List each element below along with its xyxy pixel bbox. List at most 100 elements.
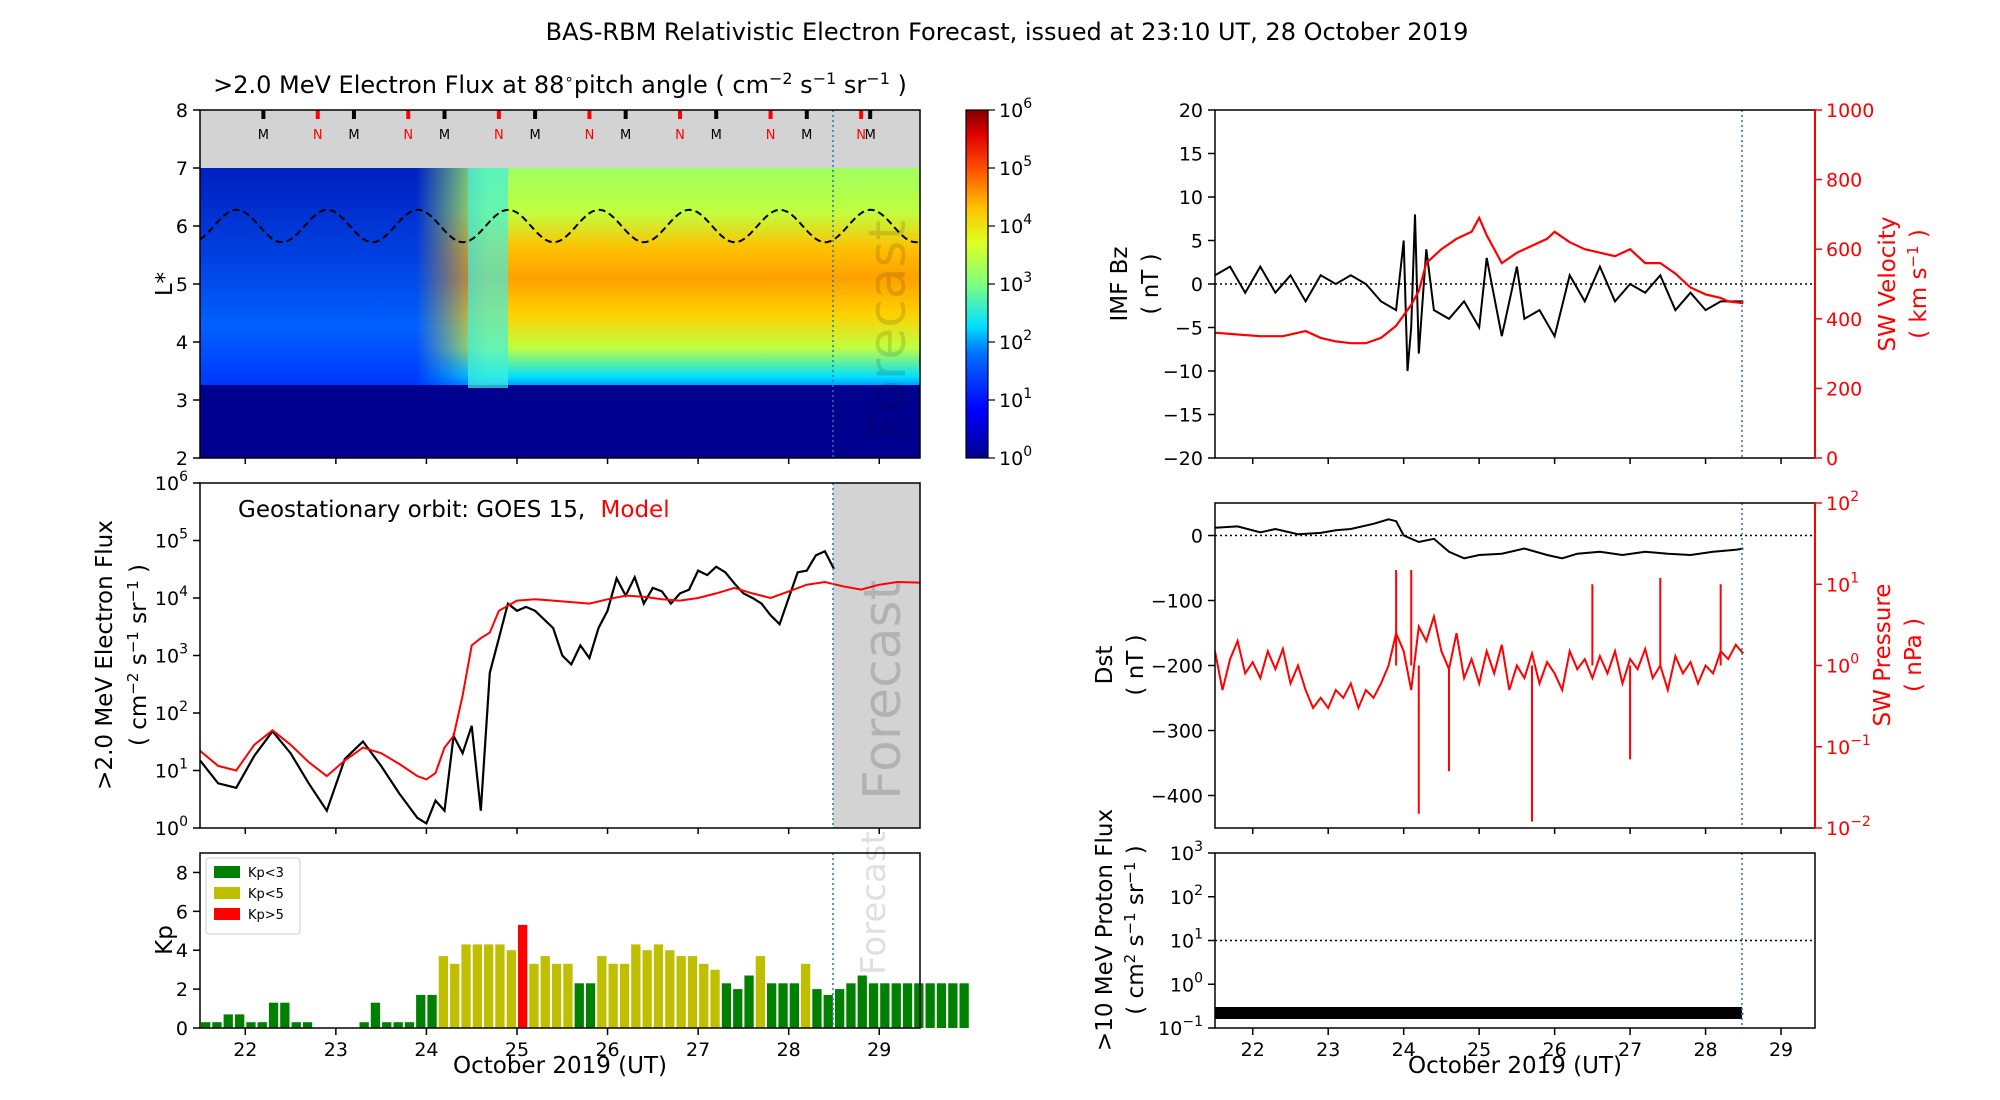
proton-ylabel-end: ) [1123, 845, 1149, 861]
right-xtick-label: 23 [1316, 1039, 1340, 1061]
lstar-ytick-label: 8 [176, 100, 188, 122]
sw-pressure-spikes [1395, 569, 1722, 822]
kp-bar [789, 983, 799, 1028]
left-xlabel: October 2019 (UT) [453, 1053, 667, 1079]
sw-velocity-units-end: ) [1906, 229, 1932, 245]
kp-bar [427, 994, 437, 1028]
sw-velocity-units-exp: −1 [1904, 245, 1922, 267]
kp-legend-swatch-high [214, 908, 240, 920]
imf-y-axis: −20 −15 −10 −5 0 5 10 15 20 [1163, 100, 1215, 470]
proton-y-axis: 10−1 100 101 102 103 [1158, 839, 1215, 1040]
kp-bar [563, 963, 573, 1028]
kp-bar [495, 944, 505, 1028]
imf-ytick-label: 5 [1191, 231, 1203, 253]
imf-ytick-label: 20 [1179, 100, 1203, 122]
kp-bar [359, 1022, 369, 1028]
orbit-marker-label: M [439, 128, 450, 143]
imf-ytick-label: −15 [1163, 405, 1203, 427]
right-xtick-label: 25 [1467, 1039, 1491, 1061]
kp-bar [235, 1014, 245, 1028]
right-xtick-label: 27 [1618, 1039, 1642, 1061]
kp-bar [959, 983, 969, 1028]
lstar-injection-front [468, 168, 508, 388]
orbit-marker-label: N [766, 128, 776, 143]
geo-ytick-label: 105 [155, 527, 188, 553]
left-xtick-label: 22 [233, 1039, 257, 1061]
orbit-marker-label: N [494, 128, 504, 143]
orbit-marker-label: M [258, 128, 269, 143]
kp-bar [574, 983, 584, 1028]
kp-bar [631, 944, 641, 1028]
kp-bar [653, 944, 664, 1028]
lstar-title-exp2: −1 [813, 69, 837, 88]
sw-velocity-ytick-label: 1000 [1826, 100, 1874, 122]
degree-symbol-icon: ∘ [564, 70, 573, 88]
kp-bar [767, 983, 777, 1028]
sw-velocity-ytick-label: 600 [1826, 239, 1862, 261]
kp-legend-low: Kp<3 [248, 866, 284, 881]
sw-pressure-ylabel: SW Pressure [1870, 584, 1896, 727]
geo-ytick-label: 104 [155, 584, 188, 610]
left-x-axis: 22 23 24 25 26 27 28 29 [233, 458, 891, 1061]
colorbar-tick-label: 102 [999, 328, 1032, 354]
lstar-ytick-label: 4 [176, 332, 188, 354]
kp-bar [857, 975, 867, 1028]
proton-ytick-label: 10−1 [1158, 1014, 1203, 1040]
kp-bar [382, 1022, 392, 1028]
geo-ylabel-exp3: −1 [124, 580, 142, 602]
lstar-ytick-label: 5 [176, 274, 188, 296]
proton-ylabel: >10 MeV Proton Flux [1092, 809, 1118, 1051]
kp-bar [461, 944, 471, 1028]
geo-frame [199, 482, 921, 829]
orbit-marker-label: N [585, 128, 595, 143]
kp-forecast-label: Forecast [854, 831, 894, 975]
sw-velocity-ytick-label: 800 [1826, 170, 1862, 192]
kp-ytick-label: 6 [176, 901, 188, 923]
sw-pressure-y-axis: 10−2 10−1 100 101 102 [1814, 489, 1871, 840]
kp-bar [642, 950, 652, 1028]
imf-ylabel: IMF Bz [1107, 246, 1133, 321]
kp-bar [687, 956, 698, 1028]
kp-legend-swatch-mid [214, 887, 240, 899]
right-xtick-label: 28 [1693, 1039, 1717, 1061]
orbit-marker-label: M [348, 128, 359, 143]
proton-panel: 10−1 100 101 102 103 >10 MeV Proton Flux ( c… [1092, 809, 1816, 1051]
kp-ytick-label: 2 [176, 979, 188, 1001]
kp-bar [665, 950, 675, 1028]
kp-bar [370, 1002, 381, 1028]
kp-frame [199, 852, 921, 1029]
kp-bar [619, 963, 630, 1028]
lstar-title-sr: sr [836, 71, 866, 99]
kp-bar [608, 963, 618, 1028]
kp-bar [914, 983, 924, 1028]
kp-bar [868, 983, 879, 1028]
geo-flux-panel: Forecast Geostationary orbit: GOES 15, M… [92, 469, 921, 840]
kp-bar [302, 1022, 313, 1028]
lshell-geo-contour [200, 208, 920, 244]
geo-annotation: Geostationary orbit: GOES 15, Model [238, 497, 670, 523]
kp-bar [801, 963, 811, 1028]
orbit-marker-label: N [856, 128, 866, 143]
left-xtick-label: 27 [686, 1039, 710, 1061]
sw-velocity-y-axis: 0 200 400 600 800 1000 [1814, 100, 1874, 470]
geo-ylabel-exp2: −1 [124, 631, 142, 653]
right-xlabel: October 2019 (UT) [1408, 1053, 1622, 1079]
lstar-forecast-overlay: Forecast [858, 220, 918, 440]
kp-bar [597, 956, 607, 1028]
sw-velocity-ylabel: SW Velocity [1875, 217, 1901, 352]
left-xtick-label: 24 [414, 1039, 438, 1061]
dst-y-axis: −400 −300 −200 −100 0 [1151, 526, 1215, 808]
colorbar-tick-label: 103 [999, 270, 1032, 296]
kp-ylabel: Kp [152, 925, 178, 955]
geo-ytick-label: 106 [155, 469, 188, 495]
sw-velocity-line [1215, 215, 1744, 345]
left-xtick-label: 28 [777, 1039, 801, 1061]
proton-ylabel-sr: sr [1123, 883, 1149, 912]
lstar-ylabel: L* [152, 272, 178, 296]
kp-bar [721, 983, 732, 1028]
geo-annotation-model: Model [601, 497, 670, 523]
kp-bar [551, 963, 562, 1028]
kp-bar [846, 983, 856, 1028]
